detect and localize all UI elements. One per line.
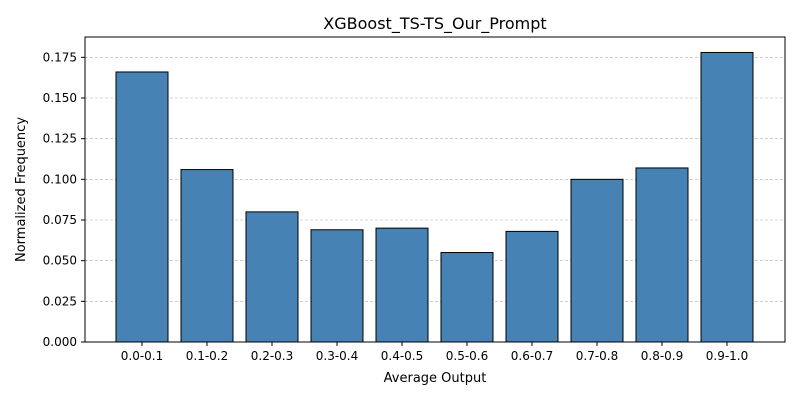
- x-tick-label: 0.4-0.5: [381, 349, 424, 363]
- y-tick-label: 0.075: [43, 213, 77, 227]
- x-axis-ticks: 0.0-0.1 0.1-0.2 0.2-0.3 0.3-0.4 0.4-0.5 0.5-0…: [121, 342, 749, 363]
- y-tick-label: 0.125: [43, 132, 77, 146]
- bar-0.3-0.4: [310, 229, 364, 343]
- x-tick-label: 0.8-0.9: [641, 349, 684, 363]
- bar-0.4-0.5: [375, 227, 429, 343]
- x-tick-label: 0.0-0.1: [121, 349, 164, 363]
- y-tick-label: 0.175: [43, 50, 77, 64]
- y-tick-label: 0.000: [43, 335, 77, 349]
- x-tick-label: 0.6-0.7: [511, 349, 554, 363]
- plot-frame: [84, 36, 786, 343]
- x-tick-label: 0.1-0.2: [186, 349, 229, 363]
- bar-0.0-0.1: [115, 71, 169, 343]
- y-tick-label: 0.150: [43, 91, 77, 105]
- y-axis-ticks: 0.000 0.025 0.050 0.075 0.100 0.125 0.150 0.175: [43, 50, 85, 349]
- x-tick-label: 0.2-0.3: [251, 349, 294, 363]
- bar-0.9-1.0: [700, 51, 754, 343]
- bar-0.1-0.2: [180, 169, 234, 343]
- bar-0.2-0.3: [245, 211, 299, 343]
- x-tick-label: 0.9-1.0: [706, 349, 749, 363]
- y-tick-label: 0.025: [43, 294, 77, 308]
- x-axis-label: Average Output: [384, 371, 487, 386]
- x-tick-label: 0.3-0.4: [316, 349, 359, 363]
- y-tick-label: 0.050: [43, 254, 77, 268]
- bars: [115, 51, 754, 343]
- chart-title: XGBoost_TS-TS_Our_Prompt: [323, 14, 546, 34]
- y-tick-label: 0.100: [43, 172, 77, 186]
- bar-0.8-0.9: [635, 167, 689, 343]
- x-tick-label: 0.7-0.8: [576, 349, 619, 363]
- bar-0.6-0.7: [505, 230, 559, 343]
- bar-0.7-0.8: [570, 178, 624, 343]
- bar-0.5-0.6: [440, 252, 494, 343]
- x-tick-label: 0.5-0.6: [446, 349, 489, 363]
- y-axis-label: Normalized Frequency: [14, 117, 29, 262]
